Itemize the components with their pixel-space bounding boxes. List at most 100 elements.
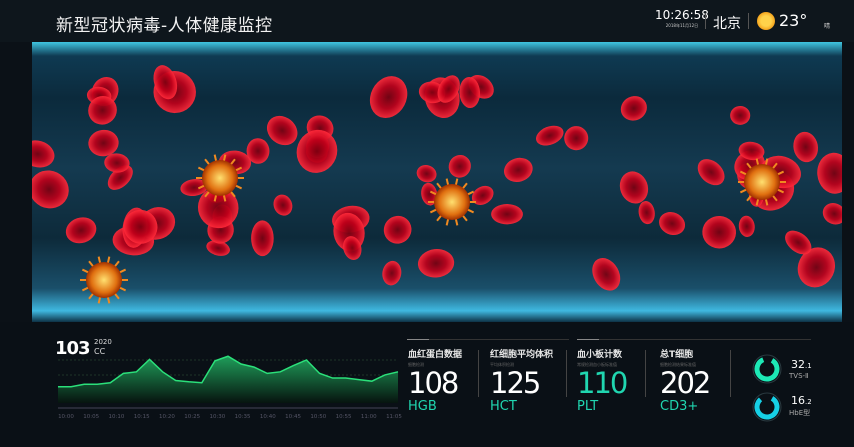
x-tick-label: 10:50: [310, 414, 326, 420]
stat-sub: 细胞检测: [408, 362, 424, 367]
red-blood-cell: [564, 126, 589, 151]
red-blood-cell: [659, 212, 686, 236]
stat-code: PLT: [577, 399, 599, 414]
red-blood-cell: [638, 201, 655, 225]
red-blood-cell: [730, 106, 751, 125]
x-tick-label: 10:20: [159, 414, 175, 420]
x-tick-label: 11:00: [361, 414, 377, 420]
red-blood-cell: [273, 194, 293, 216]
red-blood-cell: [32, 170, 69, 209]
clock-time: 10:26:58: [655, 8, 709, 22]
x-tick-label: 10:45: [285, 414, 301, 420]
page-title: 新型冠状病毒-人体健康监控: [56, 16, 273, 36]
red-blood-cell: [180, 179, 208, 197]
blood-vessel-visualization: [32, 42, 842, 322]
x-tick-label: 11:05: [386, 414, 402, 420]
red-blood-cell: [697, 159, 725, 186]
red-blood-cell: [491, 204, 523, 225]
x-tick-label: 10:25: [184, 414, 200, 420]
red-blood-cell: [592, 258, 621, 291]
stat-cd3: 总T细胞 细胞检测结果标准值 202 CD3+: [660, 347, 740, 414]
red-blood-cell: [88, 95, 117, 125]
divider: [645, 350, 646, 397]
red-blood-cell: [266, 115, 298, 146]
red-blood-cell: [797, 247, 836, 288]
stat-sub: 常规检测血小板标准值: [577, 362, 617, 367]
divider: [478, 350, 479, 397]
red-blood-cell: [619, 171, 649, 204]
x-tick-label: 10:55: [336, 414, 352, 420]
red-blood-cell: [246, 138, 270, 164]
stat-code: CD3+: [660, 399, 699, 414]
virus-icon: [196, 154, 244, 202]
red-blood-cell: [738, 215, 755, 237]
stat-plt: 血小板计数 常规检测血小板标准值 110 PLT: [577, 347, 657, 414]
stat-label: 总T细胞: [660, 350, 694, 360]
divider: [705, 13, 706, 29]
divider: [748, 13, 749, 29]
x-tick-label: 10:10: [109, 414, 125, 420]
summary-value: 103: [55, 338, 91, 359]
summary-year: 2020: [94, 338, 112, 346]
red-blood-cell: [437, 75, 460, 103]
gauge-tvs: [752, 354, 782, 384]
stat-value: 202: [660, 366, 711, 400]
red-blood-cell: [382, 260, 402, 286]
area-fill: [58, 356, 398, 403]
red-blood-cell: [296, 129, 338, 173]
summary-unit: CC: [94, 347, 106, 356]
divider: [730, 350, 731, 397]
x-tick-label: 10:40: [260, 414, 276, 420]
red-blood-cell: [104, 153, 130, 173]
stat-label: 血小板计数: [577, 350, 623, 360]
virus-icon: [738, 158, 786, 206]
progress-bar: [407, 339, 569, 340]
red-blood-cell: [153, 65, 178, 100]
gauge-ring: [752, 392, 782, 422]
red-blood-cell: [459, 76, 481, 109]
red-blood-cell: [32, 140, 55, 168]
divider: [566, 350, 567, 397]
gauge-arc: [754, 394, 780, 420]
area-chart: 10:00 10:05 10:10 10:15 10:20 10:25 10:30 10:35…: [57, 355, 402, 420]
red-blood-cell: [785, 230, 812, 255]
red-blood-cell: [822, 203, 842, 225]
red-blood-cell: [343, 236, 362, 261]
red-blood-cell: [421, 182, 438, 206]
stat-code: HCT: [490, 399, 517, 414]
red-blood-cell: [65, 217, 97, 244]
gauge-arc: [754, 356, 780, 382]
red-blood-cell: [417, 249, 455, 278]
gauge-hbe: [752, 392, 782, 422]
blood-cells-illustration: [32, 65, 842, 304]
red-blood-cell: [416, 165, 437, 183]
clock: 10:26:58 2018年11月12日: [655, 9, 709, 28]
red-blood-cell: [251, 220, 274, 257]
red-blood-cell: [738, 141, 765, 161]
stat-code: HGB: [408, 399, 437, 414]
stat-sub: 细胞检测结果标准值: [660, 362, 696, 367]
x-tick-label: 10:05: [83, 414, 99, 420]
red-blood-cell: [817, 152, 842, 194]
gauge-label: TVS-Ⅱ: [789, 372, 809, 380]
red-blood-cell: [793, 131, 819, 163]
x-tick-label: 10:30: [209, 414, 225, 420]
red-blood-cell: [123, 209, 158, 244]
progress-bar: [577, 339, 811, 340]
sun-icon: [757, 12, 775, 30]
gauge-ring: [752, 354, 782, 384]
x-tick-label: 10:35: [235, 414, 251, 420]
red-blood-cell: [471, 185, 494, 205]
red-blood-cell: [369, 76, 408, 119]
header: 新型冠状病毒-人体健康监控 10:26:58 2018年11月12日 北京 23…: [0, 0, 854, 42]
red-blood-cell: [503, 157, 533, 183]
x-tick-label: 10:00: [58, 414, 74, 420]
city: 北京: [713, 16, 741, 32]
stat-hgb: 血红蛋白数据 细胞检测 108 HGB: [408, 347, 488, 414]
red-blood-cell: [383, 215, 412, 244]
stat-value: 125: [490, 366, 541, 400]
red-blood-cell: [702, 215, 737, 249]
stat-value: 108: [408, 366, 459, 400]
stat-sub: 平均体积检测: [490, 362, 514, 367]
weather-condition: 晴: [824, 23, 831, 30]
